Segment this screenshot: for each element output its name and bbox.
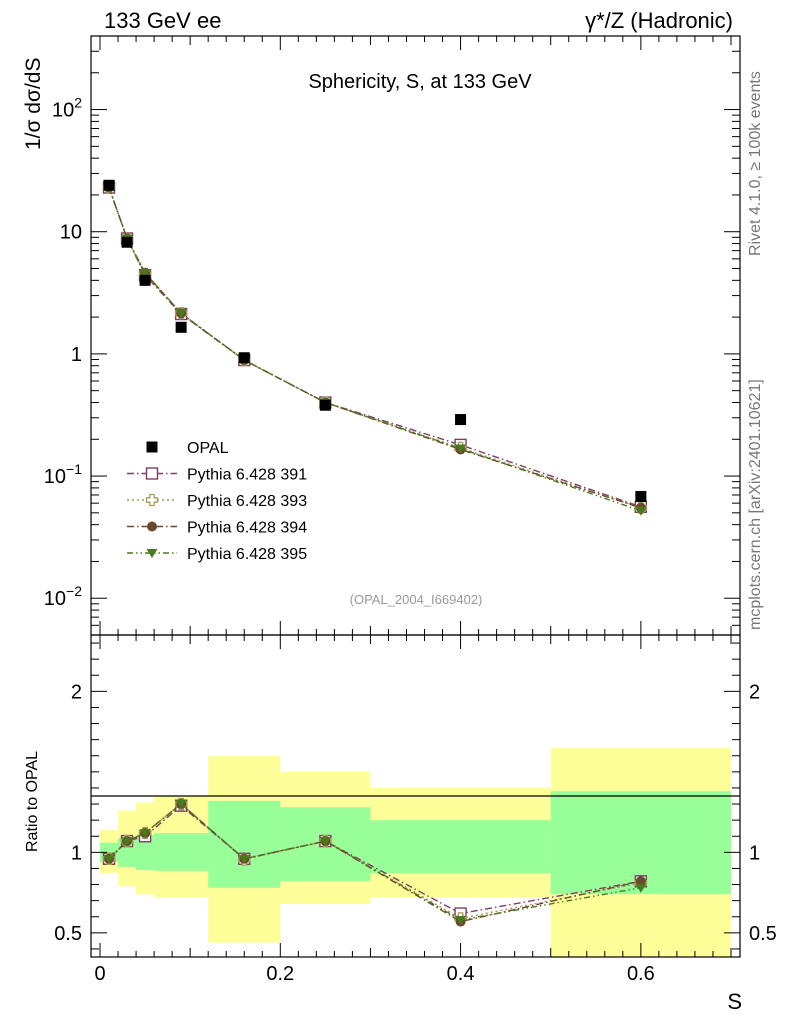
y-tick-label: 10−1 xyxy=(44,461,82,488)
y-tick-label: 1 xyxy=(71,344,82,366)
main-axis-ticks xyxy=(91,35,740,636)
process-label: γ*/Z (Hadronic) xyxy=(585,8,733,33)
x-tick-label: 0.6 xyxy=(627,963,655,985)
ratio-marker-4 xyxy=(455,915,467,925)
x-tick-label: 0.2 xyxy=(266,963,294,985)
ratio-axis-ticks xyxy=(91,635,740,957)
uncertainty-bands xyxy=(100,747,731,957)
y-tick-label: 102 xyxy=(52,95,82,122)
ratio-line-3 xyxy=(108,803,641,923)
legend-marker xyxy=(145,467,159,480)
energy-label: 133 GeV ee xyxy=(104,8,221,33)
ratio-marker-4 xyxy=(175,800,187,810)
x-axis-label: S xyxy=(727,989,742,1014)
ratio-marker-4 xyxy=(635,883,647,893)
y-tick-label: 10 xyxy=(60,222,82,244)
ratio-panel: 0.5 0.5 1 1 2 2 0 0.2 0.4 0.6 Ratio to OPAL S xyxy=(24,634,777,1014)
legend-marker xyxy=(145,493,159,507)
legend-label: OPAL xyxy=(187,440,229,457)
ratio-marker-4 xyxy=(121,837,133,847)
main-tick-labels: 10−2 10−1 1 10 102 xyxy=(44,95,82,611)
opal-point xyxy=(139,274,151,286)
opal-point xyxy=(175,321,187,333)
ratio-frame xyxy=(90,634,741,958)
ratio-y-tick-label: 1 xyxy=(71,842,82,864)
mc-curves xyxy=(102,181,648,516)
inner-band xyxy=(154,833,209,871)
ratio-y-tick-label-right: 2 xyxy=(749,681,760,703)
legend-marker xyxy=(146,549,158,558)
opal-point xyxy=(238,352,250,364)
ratio-marker-4 xyxy=(139,829,151,839)
mc-marker-4 xyxy=(175,309,187,319)
y-axis-label: 1/σ dσ/dS xyxy=(22,58,45,150)
ratio-marker-4 xyxy=(238,854,250,864)
legend: OPAL Pythia 6.428 391 Pythia 6.428 393 Pyth… xyxy=(127,440,307,563)
mc-marker-4 xyxy=(455,444,467,454)
ratio-tick-labels: 0.5 0.5 1 1 2 2 0 0.2 0.4 0.6 xyxy=(54,681,777,985)
legend-label: Pythia 6.428 393 xyxy=(187,493,307,510)
mc-line-4 xyxy=(108,187,642,512)
legend-label: Pythia 6.428 391 xyxy=(187,467,307,484)
ratio-line-4 xyxy=(108,803,641,921)
legend-label: Pythia 6.428 394 xyxy=(187,520,307,537)
inner-band xyxy=(136,834,155,871)
opal-point xyxy=(455,414,467,426)
opal-point xyxy=(121,236,133,248)
mc-marker-4 xyxy=(139,268,151,278)
inner-band xyxy=(370,820,551,874)
ratio-y-tick-label: 0.5 xyxy=(54,923,82,945)
mc-line-3 xyxy=(108,187,642,509)
legend-label: Pythia 6.428 395 xyxy=(187,546,307,563)
analysis-watermark: (OPAL_2004_I669402) xyxy=(350,592,483,607)
ratio-y-tick-label-right: 0.5 xyxy=(749,923,777,945)
chart-title: Sphericity, S, at 133 GeV xyxy=(308,71,532,93)
ratio-y-tick-label-right: 1 xyxy=(749,842,760,864)
opal-point xyxy=(635,491,647,503)
ratio-marker-4 xyxy=(319,837,331,847)
mc-marker-4 xyxy=(635,506,647,516)
rivet-label: Rivet 4.1.0, ≥ 100k events xyxy=(747,71,764,256)
y-tick-label: 10−2 xyxy=(44,583,82,610)
ratio-curves xyxy=(102,797,648,927)
ratio-marker-4 xyxy=(103,854,115,864)
mc-line-1 xyxy=(108,187,642,508)
opal-point xyxy=(103,179,115,191)
mc-line-2 xyxy=(108,187,642,509)
legend-marker xyxy=(146,441,158,453)
legend-marker xyxy=(147,521,157,532)
data-points xyxy=(103,179,647,503)
main-panel: 10−2 10−1 1 10 102 Sphericity, S, at 133 GeV… xyxy=(22,35,741,636)
ratio-y-label: Ratio to OPAL xyxy=(24,751,41,852)
x-tick-label: 0 xyxy=(94,963,105,985)
ratio-y-tick-label: 2 xyxy=(71,681,82,703)
opal-point xyxy=(319,399,331,411)
inner-band xyxy=(208,800,281,888)
x-tick-label: 0.4 xyxy=(447,963,475,985)
mcplots-label: mcplots.cern.ch [arXiv:2401.10621] xyxy=(747,379,764,630)
